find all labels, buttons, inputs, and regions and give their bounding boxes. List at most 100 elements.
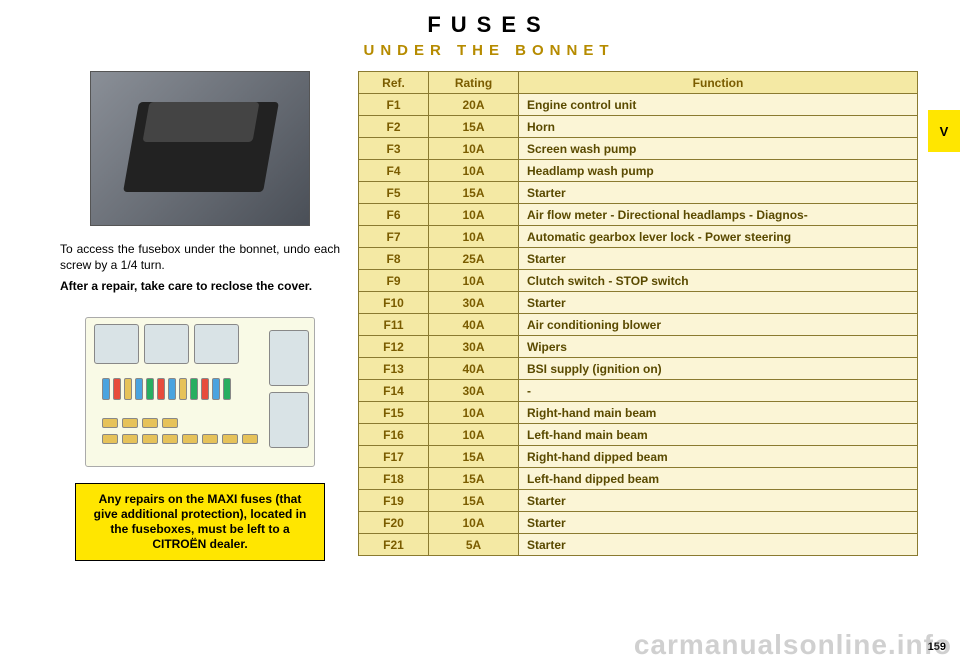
cell-rating: 40A (429, 314, 519, 336)
table-row: F710AAutomatic gearbox lever lock - Powe… (359, 226, 918, 248)
cell-rating: 15A (429, 182, 519, 204)
cell-rating: 10A (429, 204, 519, 226)
cell-function: Air conditioning blower (519, 314, 918, 336)
diagram-fuse (223, 378, 231, 400)
page-title: FUSES (60, 12, 918, 38)
diagram-mini-fuse (102, 418, 118, 428)
cell-rating: 20A (429, 94, 519, 116)
cell-rating: 5A (429, 534, 519, 556)
cell-function: BSI supply (ignition on) (519, 358, 918, 380)
diagram-fuse (212, 378, 220, 400)
diagram-mini-fuse (182, 434, 198, 444)
cell-ref: F18 (359, 468, 429, 490)
cell-function: Left-hand dipped beam (519, 468, 918, 490)
cell-rating: 15A (429, 468, 519, 490)
table-row: F1915AStarter (359, 490, 918, 512)
table-row: F215AStarter (359, 534, 918, 556)
diagram-mini-fuse (142, 418, 158, 428)
cell-function: Starter (519, 490, 918, 512)
cell-ref: F1 (359, 94, 429, 116)
cell-rating: 10A (429, 270, 519, 292)
table-row: F1030AStarter (359, 292, 918, 314)
cell-function: Starter (519, 182, 918, 204)
cell-rating: 10A (429, 512, 519, 534)
cell-rating: 30A (429, 292, 519, 314)
diagram-fuse-row (102, 378, 231, 400)
diagram-fuse (157, 378, 165, 400)
table-row: F1430A- (359, 380, 918, 402)
cell-rating: 30A (429, 380, 519, 402)
right-column: Ref. Rating Function F120AEngine control… (358, 71, 918, 561)
cell-function: Starter (519, 292, 918, 314)
diagram-mini-fuse (142, 434, 158, 444)
cell-function: Automatic gearbox lever lock - Power ste… (519, 226, 918, 248)
cell-function: Screen wash pump (519, 138, 918, 160)
content-area: To access the fusebox under the bonnet, … (60, 71, 918, 561)
instruction-text: To access the fusebox under the bonnet, … (60, 242, 340, 301)
table-row: F1510ARight-hand main beam (359, 402, 918, 424)
cell-ref: F12 (359, 336, 429, 358)
diagram-mini-fuse (202, 434, 218, 444)
table-row: F120AEngine control unit (359, 94, 918, 116)
diagram-block (269, 330, 309, 386)
watermark: carmanualsonline.info (634, 629, 952, 661)
cell-function: - (519, 380, 918, 402)
cell-function: Starter (519, 512, 918, 534)
cell-rating: 25A (429, 248, 519, 270)
cell-rating: 10A (429, 160, 519, 182)
diagram-block (94, 324, 139, 364)
cell-rating: 30A (429, 336, 519, 358)
cell-ref: F7 (359, 226, 429, 248)
cell-function: Headlamp wash pump (519, 160, 918, 182)
table-row: F910AClutch switch - STOP switch (359, 270, 918, 292)
fusebox-photo (90, 71, 310, 226)
diagram-mini-row (102, 418, 178, 428)
cell-rating: 15A (429, 490, 519, 512)
diagram-fuse (168, 378, 176, 400)
cell-ref: F2 (359, 116, 429, 138)
th-function: Function (519, 72, 918, 94)
diagram-mini-fuse (162, 434, 178, 444)
cell-rating: 10A (429, 226, 519, 248)
cell-ref: F15 (359, 402, 429, 424)
diagram-block (269, 392, 309, 448)
diagram-fuse (146, 378, 154, 400)
fuse-table: Ref. Rating Function F120AEngine control… (358, 71, 918, 556)
diagram-fuse (113, 378, 121, 400)
section-tab: V (928, 110, 960, 152)
table-row: F515AStarter (359, 182, 918, 204)
cell-rating: 15A (429, 116, 519, 138)
diagram-mini-fuse (122, 434, 138, 444)
left-column: To access the fusebox under the bonnet, … (60, 71, 340, 561)
table-header-row: Ref. Rating Function (359, 72, 918, 94)
diagram-mini-row (102, 434, 258, 444)
th-ref: Ref. (359, 72, 429, 94)
cell-ref: F5 (359, 182, 429, 204)
table-row: F1340ABSI supply (ignition on) (359, 358, 918, 380)
cell-ref: F9 (359, 270, 429, 292)
cell-ref: F4 (359, 160, 429, 182)
cell-function: Engine control unit (519, 94, 918, 116)
cell-ref: F16 (359, 424, 429, 446)
cell-ref: F10 (359, 292, 429, 314)
table-row: F1610ALeft-hand main beam (359, 424, 918, 446)
cell-function: Clutch switch - STOP switch (519, 270, 918, 292)
table-row: F215AHorn (359, 116, 918, 138)
para-repair: After a repair, take care to reclose the… (60, 279, 340, 295)
cell-ref: F17 (359, 446, 429, 468)
cell-function: Right-hand dipped beam (519, 446, 918, 468)
table-row: F1230AWipers (359, 336, 918, 358)
cell-function: Right-hand main beam (519, 402, 918, 424)
table-row: F1815ALeft-hand dipped beam (359, 468, 918, 490)
cell-ref: F13 (359, 358, 429, 380)
diagram-fuse (102, 378, 110, 400)
cell-ref: F6 (359, 204, 429, 226)
th-rating: Rating (429, 72, 519, 94)
cell-ref: F19 (359, 490, 429, 512)
page: FUSES UNDER THE BONNET To access the fus… (0, 0, 960, 663)
diagram-mini-fuse (222, 434, 238, 444)
table-row: F310AScreen wash pump (359, 138, 918, 160)
diagram-fuse (179, 378, 187, 400)
cell-ref: F20 (359, 512, 429, 534)
cell-ref: F21 (359, 534, 429, 556)
